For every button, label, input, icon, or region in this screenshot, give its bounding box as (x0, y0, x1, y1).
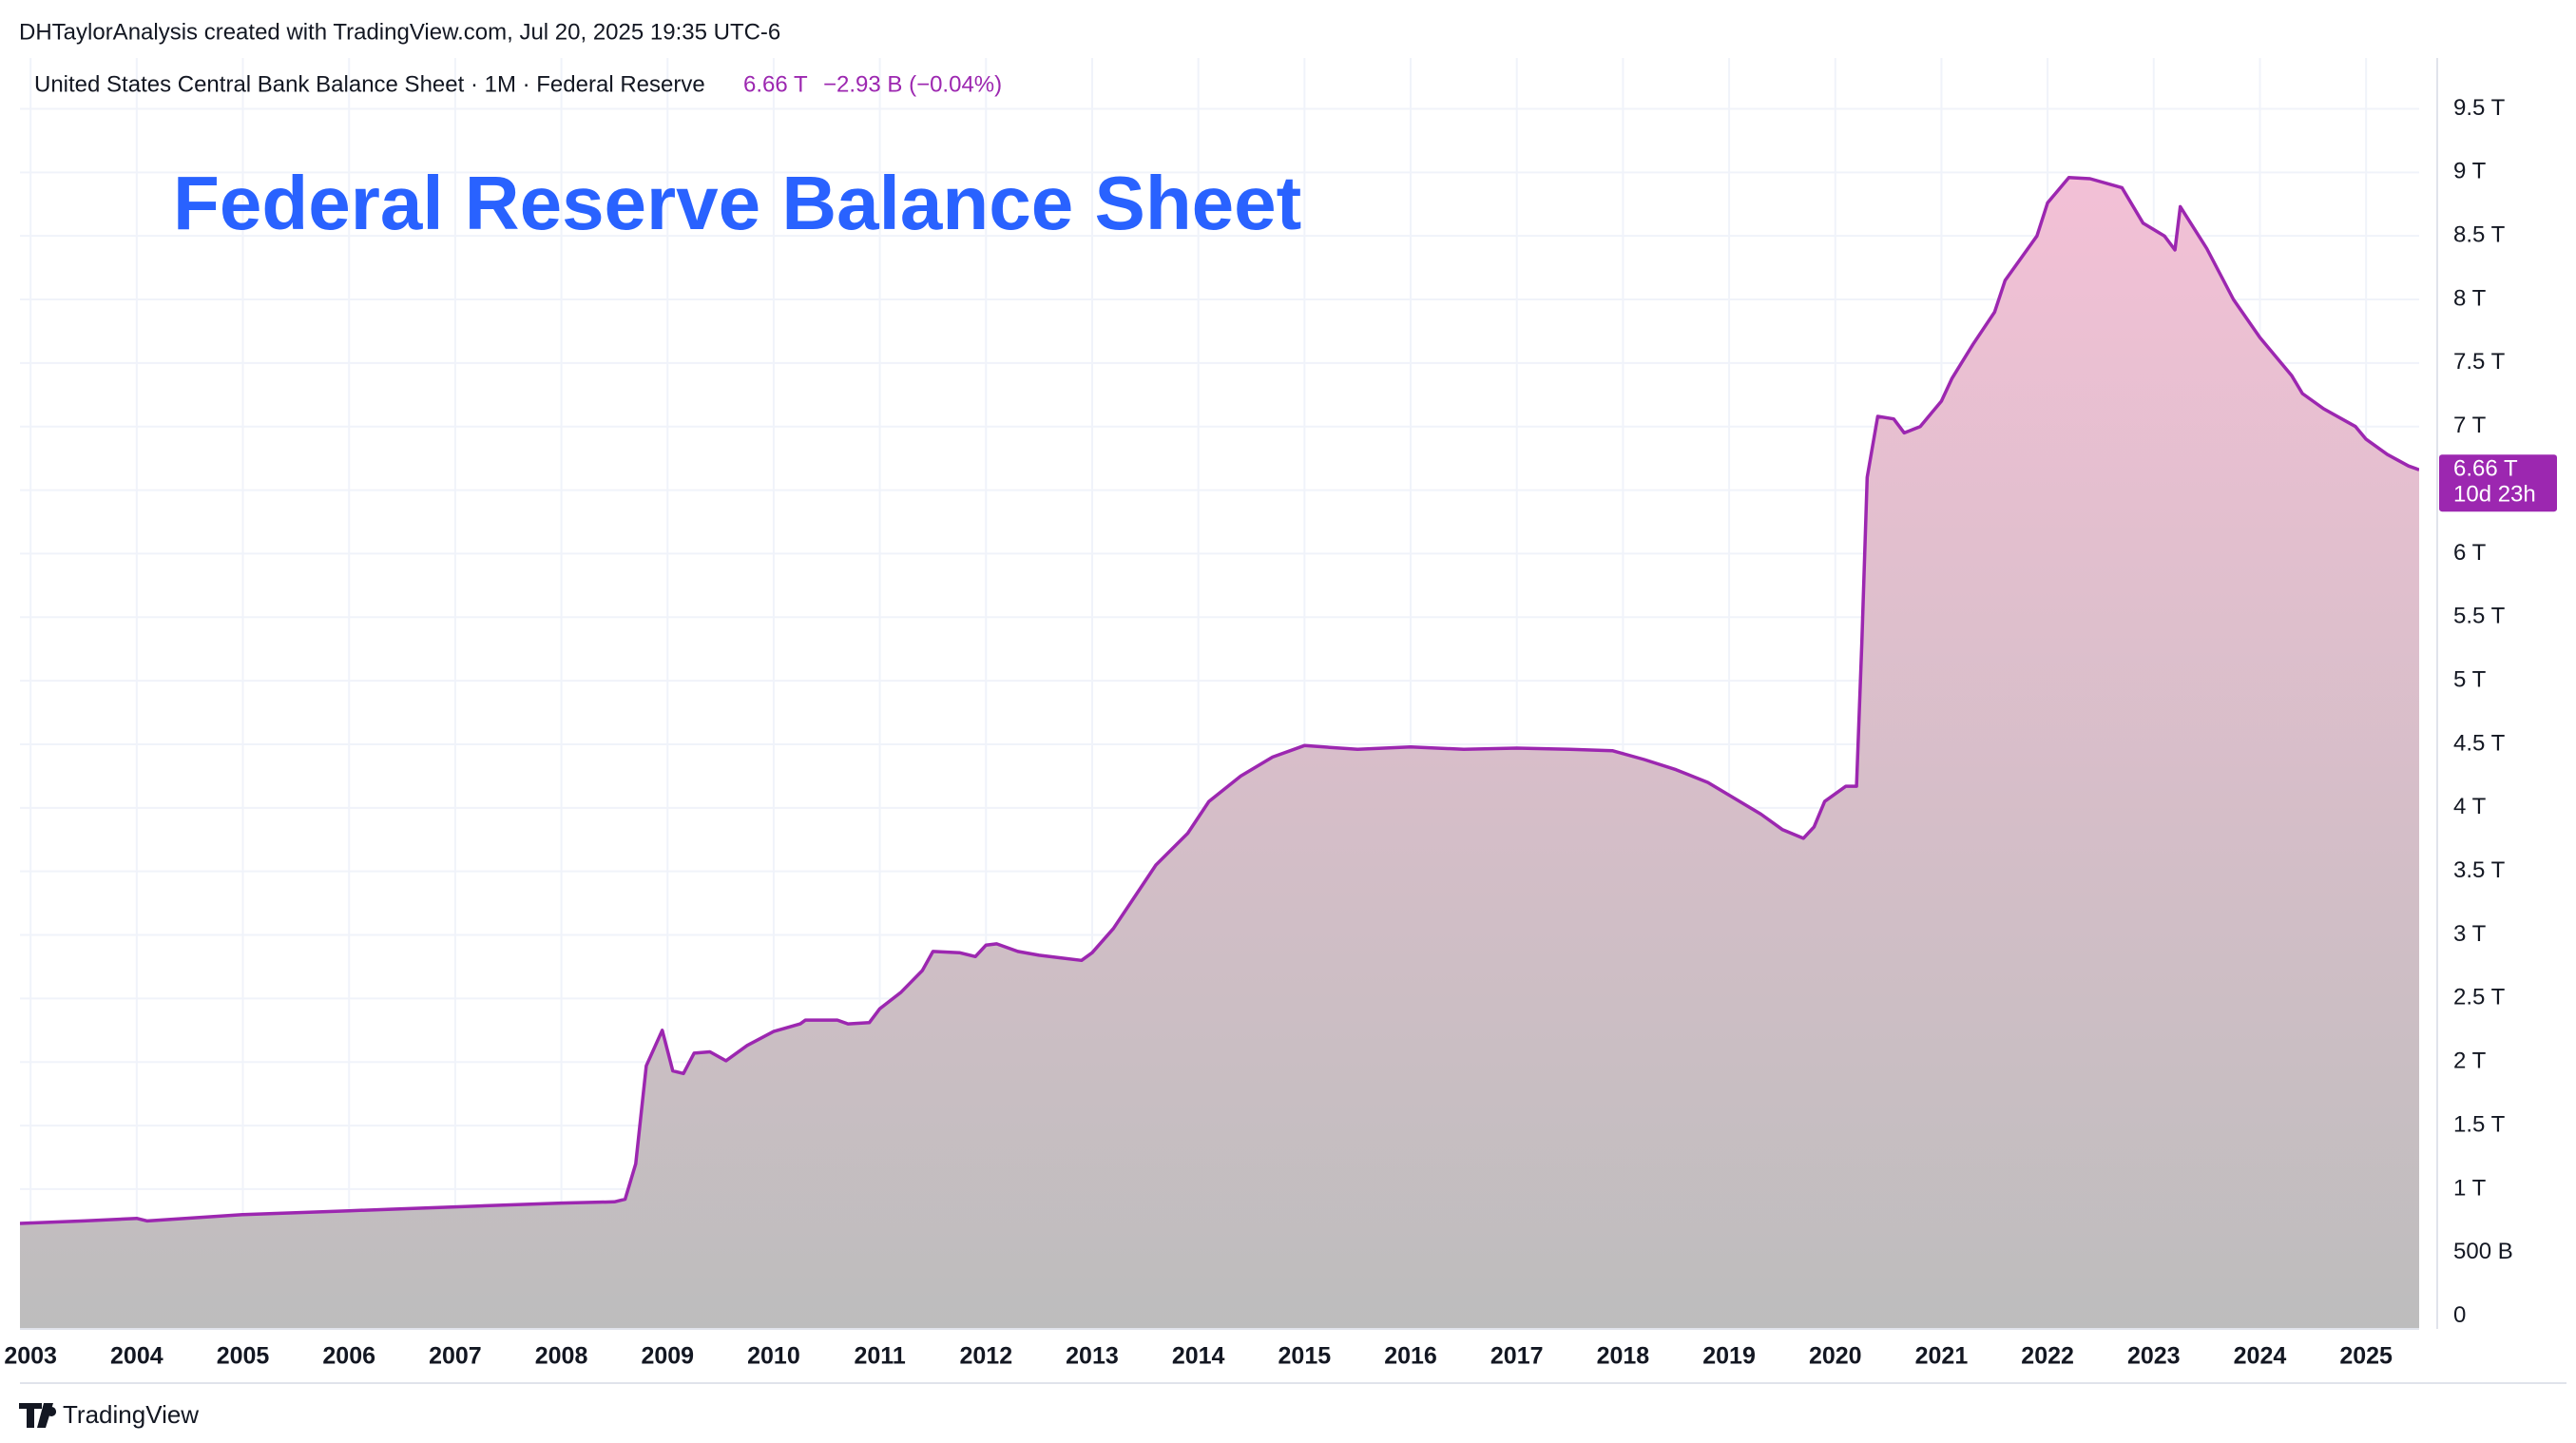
area-fill (20, 177, 2419, 1329)
legend-change: −2.93 B (−0.04%) (823, 71, 1002, 97)
y-tick-label: 4 T (2453, 794, 2487, 819)
y-tick-label: 3 T (2453, 921, 2487, 947)
y-tick-label: 500 B (2453, 1239, 2513, 1264)
chart-title: Federal Reserve Balance Sheet (173, 161, 1301, 245)
y-tick-label: 9.5 T (2453, 95, 2506, 121)
x-tick-label: 2019 (1702, 1343, 1756, 1370)
legend-value: 6.66 T (743, 71, 808, 97)
y-tick-label: 9 T (2453, 159, 2487, 184)
x-tick-label: 2023 (2127, 1343, 2181, 1370)
y-tick-label: 6 T (2453, 540, 2487, 566)
x-tick-label: 2015 (1278, 1343, 1332, 1370)
y-tick-label: 7 T (2453, 413, 2487, 438)
y-tick-label: 2.5 T (2453, 985, 2506, 1010)
x-tick-label: 2010 (747, 1343, 800, 1370)
watermark: DHTaylorAnalysis created with TradingVie… (19, 19, 780, 45)
series-line (20, 175, 2419, 1225)
countdown-label: 10d 23h (2453, 482, 2536, 508)
x-tick-label: 2008 (535, 1343, 588, 1370)
last-value-box (2439, 454, 2557, 512)
brand-logo (19, 1403, 57, 1428)
brand: TradingView (19, 1400, 199, 1429)
x-tick-label: 2016 (1384, 1343, 1437, 1370)
x-tick-label: 2004 (110, 1343, 163, 1370)
y-tick-label: 4.5 T (2453, 730, 2506, 756)
last-value-label: 6.66 T (2453, 456, 2518, 482)
x-tick-label: 2018 (1597, 1343, 1650, 1370)
legend-series: United States Central Bank Balance Sheet… (34, 71, 705, 97)
y-tick-label: 1 T (2453, 1175, 2487, 1201)
x-tick-label: 2009 (641, 1343, 694, 1370)
x-tick-label: 2020 (1809, 1343, 1862, 1370)
x-tick-label: 2012 (959, 1343, 1012, 1370)
x-tick-label: 2025 (2339, 1343, 2393, 1370)
x-tick-label: 2014 (1172, 1343, 1225, 1370)
brand-name: TradingView (63, 1400, 199, 1429)
x-tick-label: 2006 (322, 1343, 375, 1370)
x-tick-label: 2017 (1490, 1343, 1544, 1370)
y-tick-label: 5 T (2453, 666, 2487, 692)
x-tick-label: 2024 (2234, 1343, 2287, 1370)
x-tick-label: 2011 (854, 1343, 905, 1370)
y-tick-label: 0 (2453, 1302, 2466, 1328)
y-tick-label: 1.5 T (2453, 1111, 2506, 1137)
y-tick-label: 8 T (2453, 285, 2487, 311)
x-tick-label: 2007 (429, 1343, 482, 1370)
x-tick-label: 2022 (2021, 1343, 2074, 1370)
y-tick-label: 8.5 T (2453, 222, 2506, 248)
y-tick-label: 7.5 T (2453, 349, 2506, 375)
x-tick-label: 2021 (1915, 1343, 1969, 1370)
y-tick-label: 5.5 T (2453, 604, 2506, 629)
y-tick-label: 3.5 T (2453, 857, 2506, 883)
x-tick-label: 2003 (4, 1343, 57, 1370)
x-tick-label: 2013 (1066, 1343, 1119, 1370)
y-tick-label: 2 T (2453, 1049, 2487, 1074)
x-tick-label: 2005 (217, 1343, 270, 1370)
